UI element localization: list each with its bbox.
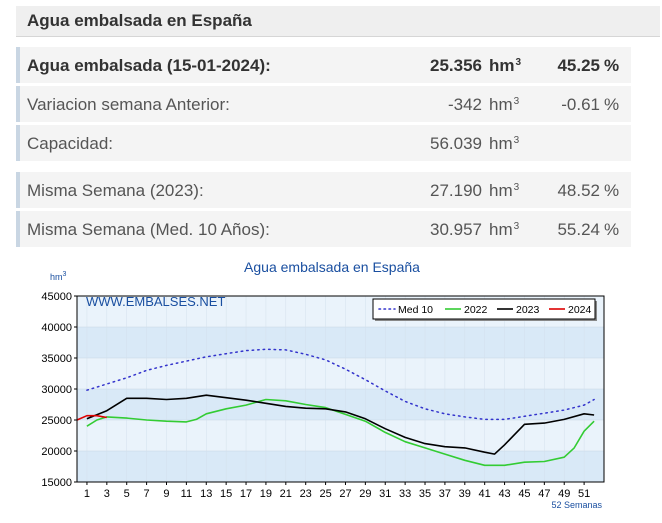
chart-series — [76, 348, 595, 467]
x-tick-label: 13 — [200, 488, 212, 500]
x-tick-label: 23 — [300, 488, 312, 500]
y-axis-unit: hm3 — [50, 271, 67, 282]
chart-band — [77, 327, 604, 358]
chart-watermark: WWW.EMBALSES.NET — [86, 294, 225, 309]
stat-row-same-week-2023: Misma Semana (2023): 27.190 hm3 48.52 % — [16, 172, 631, 208]
legend-label: 2024 — [568, 304, 592, 316]
x-tick-label: 43 — [498, 488, 510, 500]
panel-header: Agua embalsada en España — [16, 6, 660, 37]
stat-value: 56.039 — [430, 134, 482, 153]
x-tick-label: 3 — [104, 488, 110, 500]
stat-value: 27.190 — [430, 181, 482, 200]
x-tick-label: 9 — [163, 488, 169, 500]
stat-percent-symbol: % — [604, 56, 620, 75]
y-tick-label: 20000 — [41, 446, 72, 458]
series-line-med-10 — [86, 348, 595, 421]
stat-row-capacity: Capacidad: 56.039 hm3 — [16, 125, 631, 161]
stat-percent: 45.25 — [557, 56, 600, 75]
stat-value: -342 — [447, 95, 482, 114]
x-tick-label: 5 — [124, 488, 130, 500]
x-tick-label: 45 — [518, 488, 530, 500]
x-tick-label: 35 — [419, 488, 431, 500]
y-tick-label: 45000 — [41, 291, 72, 303]
stat-percent-symbol: % — [604, 181, 620, 200]
stat-unit: hm3 — [489, 220, 520, 239]
x-tick-label: 17 — [240, 488, 252, 500]
stat-percent-symbol: % — [604, 95, 620, 114]
chart-svg: WWW.EMBALSES.NET 45000 40000 35000 30000 250… — [41, 259, 605, 510]
x-tick-label: 27 — [339, 488, 351, 500]
y-tick-label: 35000 — [41, 353, 72, 365]
legend-label: Med 10 — [398, 304, 433, 316]
x-tick-label: 19 — [260, 488, 272, 500]
legend-label: 2022 — [464, 304, 488, 316]
stat-unit: hm3 — [489, 181, 520, 200]
series-line-2024 — [76, 414, 107, 421]
stat-label: Misma Semana (Med. 10 Años): — [27, 220, 270, 239]
stat-unit: hm3 — [489, 134, 520, 153]
y-tick-label: 40000 — [41, 322, 72, 334]
stat-unit: hm3 — [489, 56, 522, 75]
stat-unit: hm3 — [489, 95, 520, 114]
x-axis-ticks: 1 3 5 7 9 11 13 15 17 19 21 23 25 27 29 31 33 35 37 39 41 43 4… — [84, 482, 590, 500]
chart-title: Agua embalsada en España — [244, 259, 420, 275]
x-tick-label: 41 — [479, 488, 491, 500]
chart-band — [77, 420, 604, 451]
x-tick-label: 1 — [84, 488, 90, 500]
x-tick-label: 39 — [459, 488, 471, 500]
x-tick-label: 7 — [144, 488, 150, 500]
chart-band — [77, 389, 604, 420]
x-tick-label: 49 — [558, 488, 570, 500]
legend-box — [372, 298, 596, 320]
y-tick-label: 30000 — [41, 384, 72, 396]
chart-band — [77, 358, 604, 389]
x-tick-label: 29 — [359, 488, 371, 500]
x-tick-label: 37 — [439, 488, 451, 500]
stat-value: 25.356 — [430, 56, 482, 75]
x-tick-label: 51 — [578, 488, 590, 500]
stat-percent: 55.24 — [557, 220, 600, 239]
stat-label: Variacion semana Anterior: — [27, 95, 230, 114]
x-tick-label: 15 — [220, 488, 232, 500]
x-tick-label: 11 — [181, 488, 192, 500]
stat-label: Agua embalsada (15-01-2024): — [27, 56, 271, 75]
series-line-2023 — [86, 394, 595, 455]
stat-percent: -0.61 — [561, 95, 600, 114]
reservoir-chart: WWW.EMBALSES.NET 45000 40000 35000 30000 250… — [0, 250, 662, 518]
chart-band — [77, 451, 604, 482]
x-tick-label: 21 — [280, 488, 292, 500]
stat-percent-symbol: % — [604, 220, 620, 239]
x-axis-label: 52 Semanas — [551, 500, 602, 510]
legend-label: 2023 — [516, 304, 540, 316]
y-axis-ticks: 45000 40000 35000 30000 25000 20000 15000 — [41, 291, 77, 489]
stat-row-same-week-10yr-avg: Misma Semana (Med. 10 Años): 30.957 hm3 … — [16, 211, 631, 247]
x-tick-label: 25 — [319, 488, 331, 500]
stat-value: 30.957 — [430, 220, 482, 239]
x-tick-label: 31 — [379, 488, 391, 500]
stat-row-current: Agua embalsada (15-01-2024): 25.356 hm3 … — [16, 47, 631, 83]
chart-legend: Med 10 2022 2023 2024 — [372, 298, 597, 321]
x-tick-label: 47 — [538, 488, 550, 500]
stat-percent: 48.52 — [557, 181, 600, 200]
stat-row-weekly-change: Variacion semana Anterior: -342 hm3 -0.6… — [16, 86, 631, 122]
panel-title: Agua embalsada en España — [27, 11, 252, 30]
chart-bands — [77, 296, 604, 482]
stat-label: Misma Semana (2023): — [27, 181, 204, 200]
x-tick-label: 33 — [399, 488, 411, 500]
y-tick-label: 25000 — [41, 415, 72, 427]
stat-label: Capacidad: — [27, 134, 114, 153]
y-tick-label: 15000 — [41, 477, 72, 489]
